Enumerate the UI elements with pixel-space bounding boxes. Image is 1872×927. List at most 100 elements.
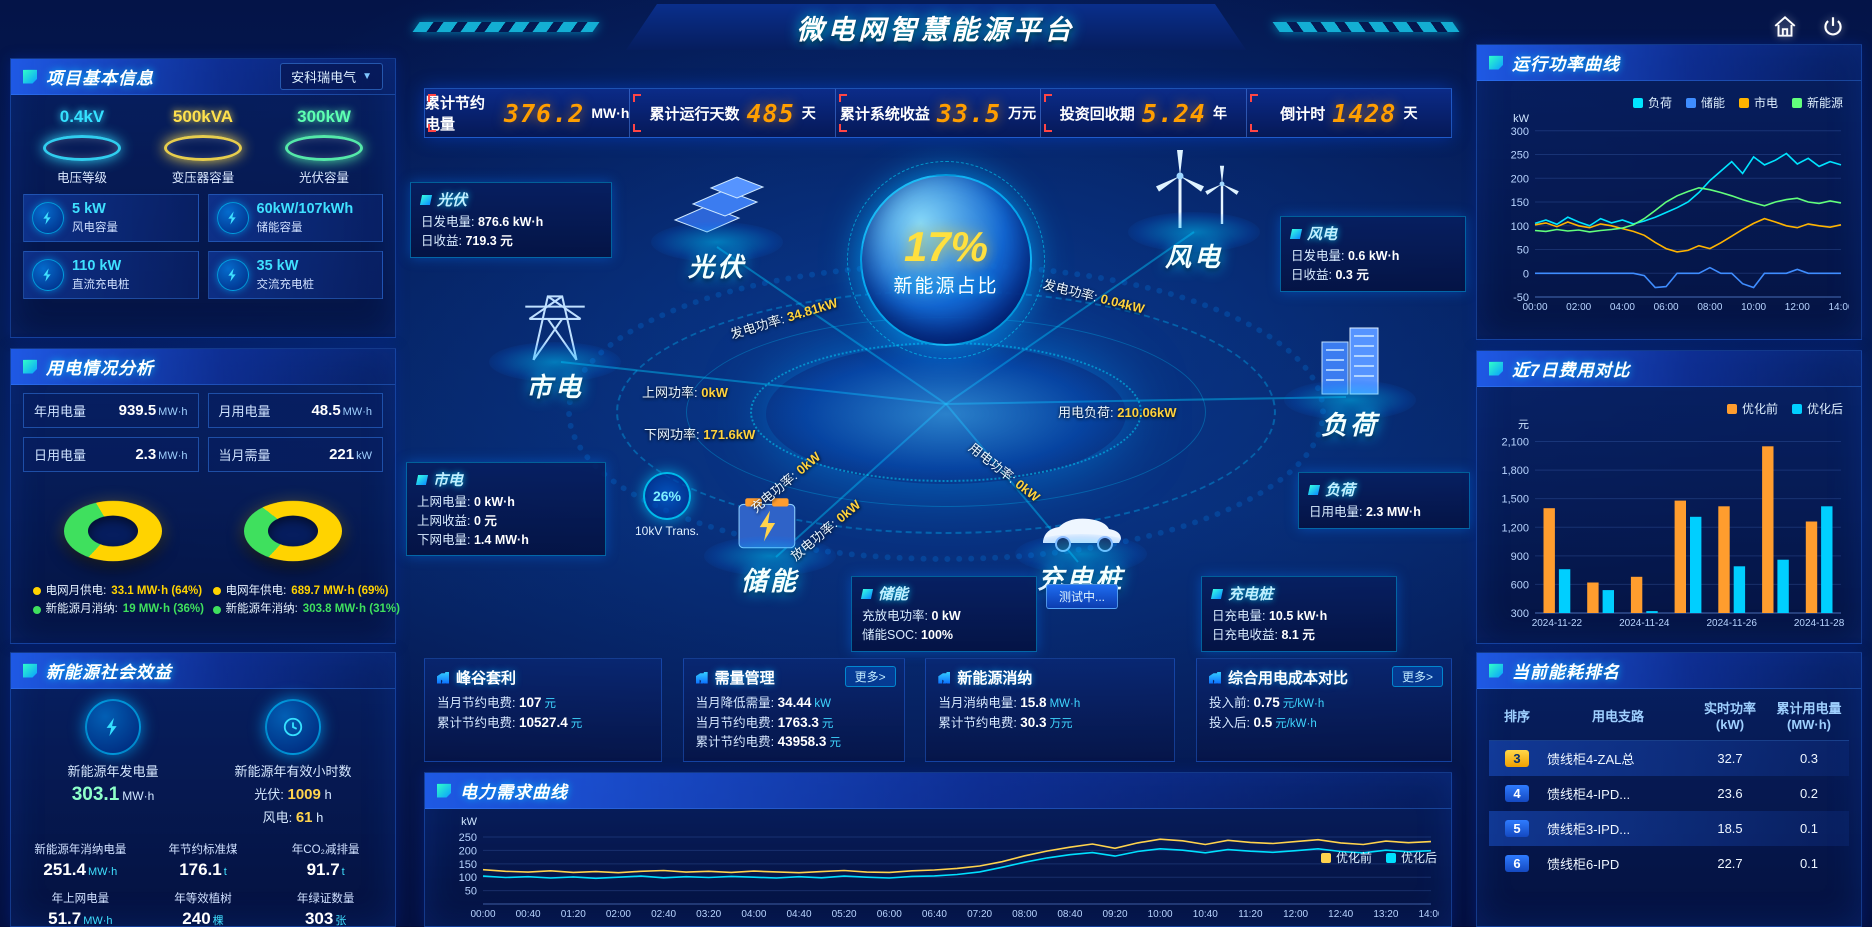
legend-item[interactable]: 市电 <box>1738 94 1778 111</box>
home-icon[interactable] <box>1768 10 1802 44</box>
flag-icon <box>415 474 429 485</box>
flow-label: 下网功率: <box>644 427 700 442</box>
node-label-storage: 储能 <box>740 566 799 596</box>
metric-value: 176.1 t <box>146 860 261 880</box>
gauge-label: 变压器容量 <box>171 171 235 185</box>
card-value: 1763.3 <box>777 714 819 730</box>
company-select[interactable]: 安科瑞电气 ▼ <box>280 63 383 90</box>
svg-text:00:40: 00:40 <box>516 909 541 920</box>
svg-text:10:00: 10:00 <box>1148 909 1173 920</box>
header-decoration-right <box>1272 22 1460 32</box>
stat-texts: 60kW/107kWh 储能容量 <box>257 201 354 234</box>
callout-key: 日收益: <box>421 233 462 248</box>
legend-value: 19 MW·h (36%) <box>122 603 204 616</box>
card-key: 累计节约电费: <box>695 735 775 750</box>
table-row[interactable]: 6 馈线柜6-IPD 22.7 0.1 <box>1489 846 1849 881</box>
charger-callout-title-text: 充电桩 <box>1228 586 1274 603</box>
page-title: 微电网智慧能源平台 <box>796 14 1076 45</box>
svg-text:07:20: 07:20 <box>967 909 992 920</box>
legend-row: 新能源月消纳: 19 MW·h (36%) <box>32 600 204 618</box>
svg-text:11:20: 11:20 <box>1238 909 1263 920</box>
svg-text:-50: -50 <box>1513 292 1529 304</box>
testing-status-badge[interactable]: 测试中... <box>1046 584 1119 609</box>
social-highlights: 新能源年发电量 303.1 MW·h 新能源年有效小时数 光伏: 1009 h 风… <box>23 697 383 829</box>
svg-text:04:00: 04:00 <box>1610 302 1635 313</box>
rank-cell: 3 <box>1489 750 1545 768</box>
stat-texts: 5 kW 风电容量 <box>72 201 118 234</box>
stat-label: 直流充电桩 <box>72 278 130 291</box>
kpi-label: 投资回收期 <box>1059 105 1135 123</box>
callout-value: 0.6 kW·h <box>1347 249 1400 263</box>
legend-row: 电网月供电: 33.1 MW·h (64%) <box>32 582 202 600</box>
storage-callout-rows: 充放电功率: 0 kW 储能SOC: 100% <box>862 607 1026 645</box>
flag-icon <box>1289 228 1303 239</box>
table-row[interactable]: 5 馈线柜3-IPD... 18.5 0.1 <box>1489 811 1849 847</box>
legend-item[interactable]: 储能 <box>1685 94 1725 111</box>
kpi-value: 485 <box>746 98 795 128</box>
charger-callout: 充电桩 日充电量: 10.5 kW·h 日充电收益: 8.1 元 <box>1201 576 1397 652</box>
svg-text:600: 600 <box>1511 579 1529 591</box>
legend-item[interactable]: 优化前 <box>1320 849 1372 866</box>
svg-text:12:00: 12:00 <box>1283 909 1308 920</box>
card-unit: 元/kW·h <box>1275 717 1317 730</box>
benefit-metric: 年CO₂减排量 91.7 t <box>268 841 383 880</box>
stat-value: 110 kW <box>72 258 122 275</box>
metric-value: 91.7 t <box>268 860 383 880</box>
energy-flow-diagram: 17% 新能源占比 光伏 <box>406 142 1470 654</box>
month-donut-legend: 电网月供电: 33.1 MW·h (64%) 新能源月消纳: 19 MW·h (… <box>27 582 204 619</box>
metric-unit: t <box>223 866 227 878</box>
stat-label: 风电容量 <box>72 221 118 234</box>
kpi-item: 投资回收期 5.24 年 <box>1040 89 1245 137</box>
kpi-label: 倒计时 <box>1280 105 1326 123</box>
charger-callout-title: 充电桩 <box>1210 583 1386 604</box>
more-button[interactable]: 更多> <box>1391 666 1443 687</box>
usage-analysis-header: 用电情况分析 <box>11 349 395 385</box>
card-title-text: 新能源消纳 <box>957 670 1033 687</box>
chip-unit: kW <box>356 450 372 462</box>
gauge-ring-icon <box>164 135 242 161</box>
metric-number: 303 <box>304 909 334 927</box>
legend-item[interactable]: 新能源 <box>1791 94 1843 111</box>
callout-value: 1.4 MW·h <box>473 532 529 547</box>
svg-text:200: 200 <box>1511 173 1529 185</box>
legend-dot <box>212 587 221 596</box>
callout-value: 0.3 元 <box>1335 267 1369 282</box>
callout-row: 日收益: 0.3 元 <box>1291 266 1455 285</box>
rank-badge: 6 <box>1505 855 1529 873</box>
legend-label: 电网年供电: <box>225 585 287 597</box>
legend-swatch <box>1385 852 1396 863</box>
load-callout-title-text: 负荷 <box>1325 482 1356 499</box>
effective-hours-row: 风电: 61 h <box>207 807 380 830</box>
power-icon[interactable] <box>1816 10 1850 44</box>
panel-corner-icon <box>1489 55 1503 70</box>
more-button[interactable]: 更多> <box>844 666 896 687</box>
legend-item[interactable]: 负荷 <box>1632 94 1672 111</box>
transformer-load-percent: 26% <box>643 472 691 520</box>
card-row: 累计节约电费: 43958.3 元 <box>696 732 892 752</box>
card-rows: 当月降低需量: 34.44 kW 当月节约电费: 1763.3 元累计节约电费: 43… <box>696 693 892 752</box>
header-rank: 排序 <box>1503 708 1530 724</box>
table-row[interactable]: 3 馈线柜4-ZAL总 32.7 0.3 <box>1489 741 1849 777</box>
callout-row: 储能SOC: 100% <box>862 626 1026 645</box>
chip-unit: MW·h <box>158 450 188 462</box>
svg-text:50: 50 <box>1517 245 1529 257</box>
legend-item[interactable]: 优化后 <box>1791 400 1843 417</box>
power-curve-header: 运行功率曲线 <box>1477 45 1861 81</box>
bar-chart-icon <box>1208 671 1221 684</box>
table-row[interactable]: 4 馈线柜4-IPD... 23.6 0.2 <box>1489 776 1849 811</box>
legend-item[interactable]: 优化后 <box>1385 849 1437 866</box>
metric-number: 240 <box>182 909 211 927</box>
gauge-label: 光伏容量 <box>299 171 350 185</box>
svg-text:01:20: 01:20 <box>561 909 586 920</box>
wind-callout-title: 风电 <box>1289 223 1455 244</box>
header-power: 实时功率 (kW) <box>1703 701 1756 732</box>
legend-item[interactable]: 优化前 <box>1726 400 1778 417</box>
card-key: 累计节约电费: <box>938 715 1017 730</box>
flag-icon <box>1307 484 1321 495</box>
card-rows: 当月节约电费: 107 元累计节约电费: 10527.4 元 <box>437 693 649 732</box>
flow-value: 210.06kW <box>1117 405 1177 420</box>
clock-icon <box>264 699 321 755</box>
pv-callout-rows: 日发电量: 876.6 kW·h 日收益: 719.3 元 <box>421 213 601 251</box>
hours-value: 61 <box>295 808 313 826</box>
card-row: 当月节约电费: 107 元 <box>437 693 649 713</box>
